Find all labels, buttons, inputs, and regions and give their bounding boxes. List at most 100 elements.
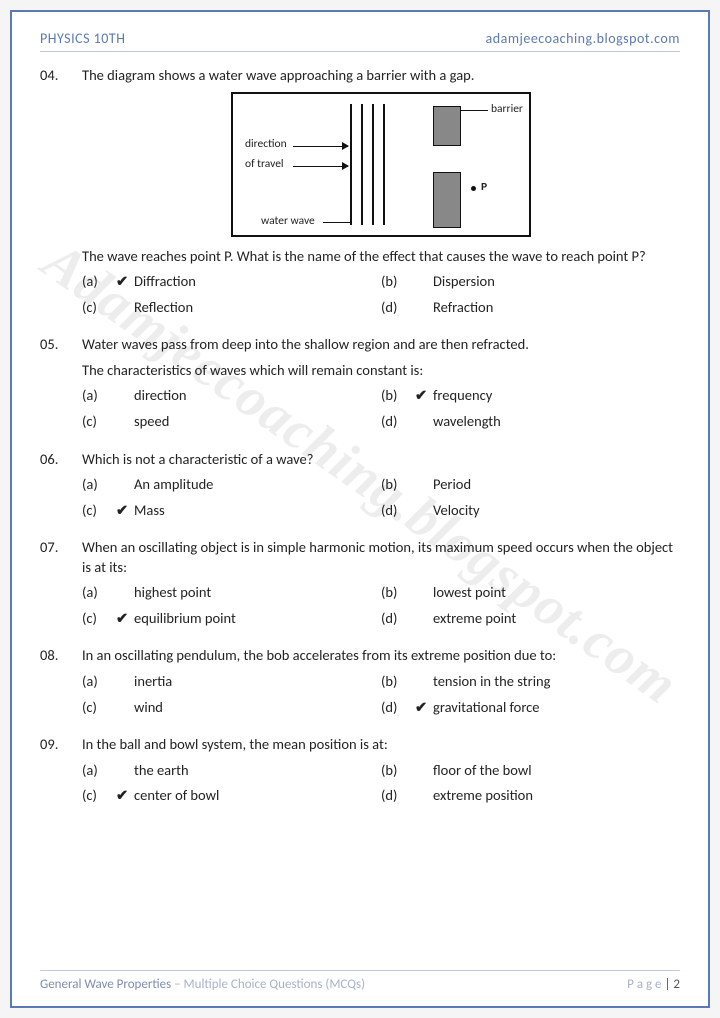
question-text: When an oscillating object is in simple … xyxy=(82,538,680,577)
option-text: Diffraction xyxy=(134,272,196,292)
option-label: (c) xyxy=(82,501,116,521)
question-number: 09. xyxy=(40,735,82,806)
option-text: frequency xyxy=(433,386,492,406)
option: (d) extreme position xyxy=(381,786,680,806)
check-icon: ✔ xyxy=(116,609,134,629)
question-text: The characteristics of waves which will … xyxy=(82,361,680,381)
question: 04. The diagram shows a water wave appro… xyxy=(40,66,680,317)
option-label: (d) xyxy=(381,609,415,629)
option-label: (d) xyxy=(381,412,415,432)
question: 06. Which is not a characteristic of a w… xyxy=(40,450,680,521)
option: (b) floor of the bowl xyxy=(381,761,680,781)
options-grid: (a) the earth (b) floor of the bowl (c) … xyxy=(82,761,680,806)
option: (b) lowest point xyxy=(381,583,680,603)
option-label: (b) xyxy=(381,761,415,781)
option-label: (b) xyxy=(381,583,415,603)
option: (c) Reflection xyxy=(82,298,381,318)
option: (d) Velocity xyxy=(381,501,680,521)
option-text: An amplitude xyxy=(134,475,213,495)
options-grid: (a) inertia (b) tension in the string (c… xyxy=(82,672,680,717)
question-text: Water waves pass from deep into the shal… xyxy=(82,335,680,355)
option: (a) the earth xyxy=(82,761,381,781)
options-grid: (a) direction (b) ✔ frequency (c) speed … xyxy=(82,386,680,431)
option-text: extreme point xyxy=(433,609,516,629)
option-label: (c) xyxy=(82,412,116,432)
leader-line xyxy=(323,222,350,224)
page: PHYSICS 10TH adamjeecoaching.blogspot.co… xyxy=(10,10,710,1008)
question-text: The diagram shows a water wave approachi… xyxy=(82,66,680,86)
header-right: adamjeecoaching.blogspot.com xyxy=(486,30,680,47)
option-label: (d) xyxy=(381,786,415,806)
option: (c) wind xyxy=(82,698,381,718)
option: (c) ✔ equilibrium point xyxy=(82,609,381,629)
option-label: (a) xyxy=(82,386,116,406)
check-icon: ✔ xyxy=(415,698,433,718)
option: (b) tension in the string xyxy=(381,672,680,692)
options-grid: (a) highest point (b) lowest point (c) ✔… xyxy=(82,583,680,628)
option-text: center of bowl xyxy=(134,786,219,806)
barrier-block xyxy=(433,106,461,146)
question-number: 07. xyxy=(40,538,82,628)
option-label: (b) xyxy=(381,272,415,292)
option-label: (b) xyxy=(381,475,415,495)
option-label: (d) xyxy=(381,698,415,718)
wave-diagram: barrierdirectionof travelwater waveP xyxy=(231,92,531,237)
diagram-container: barrierdirectionof travelwater waveP xyxy=(82,92,680,237)
option-text: wind xyxy=(134,698,163,718)
label-point-p: P xyxy=(481,182,487,194)
label-water-wave: water wave xyxy=(261,216,315,228)
wave-line xyxy=(383,104,385,225)
option: (d) Refraction xyxy=(381,298,680,318)
option-label: (d) xyxy=(381,298,415,318)
option-text: extreme position xyxy=(433,786,533,806)
option-label: (a) xyxy=(82,672,116,692)
check-icon: ✔ xyxy=(415,386,433,406)
option: (b) Dispersion xyxy=(381,272,680,292)
option-label: (b) xyxy=(381,672,415,692)
option-text: gravitational force xyxy=(433,698,540,718)
option: (b) ✔ frequency xyxy=(381,386,680,406)
option-label: (a) xyxy=(82,761,116,781)
label-direction: direction xyxy=(245,139,287,151)
option-text: Velocity xyxy=(433,501,480,521)
option: (a) inertia xyxy=(82,672,381,692)
option: (a) direction xyxy=(82,386,381,406)
question-text: In an oscillating pendulum, the bob acce… xyxy=(82,646,680,666)
option-text: speed xyxy=(134,412,169,432)
wave-line xyxy=(372,104,374,225)
option-label: (b) xyxy=(381,386,415,406)
label-barrier: barrier xyxy=(491,104,523,116)
barrier-block xyxy=(433,172,461,228)
option-text: the earth xyxy=(134,761,189,781)
option-text: floor of the bowl xyxy=(433,761,532,781)
footer: General Wave Properties – Multiple Choic… xyxy=(40,970,680,992)
option-label: (d) xyxy=(381,501,415,521)
option: (d) extreme point xyxy=(381,609,680,629)
option-text: tension in the string xyxy=(433,672,550,692)
arrow-icon xyxy=(293,166,348,168)
option-text: Refraction xyxy=(433,298,493,318)
header-left: PHYSICS 10TH xyxy=(40,30,125,47)
footer-title: General Wave Properties – Multiple Choic… xyxy=(40,977,365,992)
check-icon: ✔ xyxy=(116,786,134,806)
question: 07. When an oscillating object is in sim… xyxy=(40,538,680,628)
option-label: (c) xyxy=(82,298,116,318)
question-body: Which is not a characteristic of a wave?… xyxy=(82,450,680,521)
option: (c) speed xyxy=(82,412,381,432)
option: (c) ✔ Mass xyxy=(82,501,381,521)
question-number: 05. xyxy=(40,335,82,431)
option-label: (c) xyxy=(82,609,116,629)
question-body: In an oscillating pendulum, the bob acce… xyxy=(82,646,680,717)
option: (d) ✔ gravitational force xyxy=(381,698,680,718)
question-body: In the ball and bowl system, the mean po… xyxy=(82,735,680,806)
options-grid: (a) An amplitude (b) Period (c) ✔ Mass (… xyxy=(82,475,680,520)
option-text: lowest point xyxy=(433,583,506,603)
wave-line xyxy=(361,104,363,225)
check-icon: ✔ xyxy=(116,272,134,292)
question: 09. In the ball and bowl system, the mea… xyxy=(40,735,680,806)
option-text: direction xyxy=(134,386,187,406)
question-text: Which is not a characteristic of a wave? xyxy=(82,450,680,470)
option-label: (a) xyxy=(82,475,116,495)
footer-page: P a g e | 2 xyxy=(627,977,680,992)
option-text: Period xyxy=(433,475,471,495)
